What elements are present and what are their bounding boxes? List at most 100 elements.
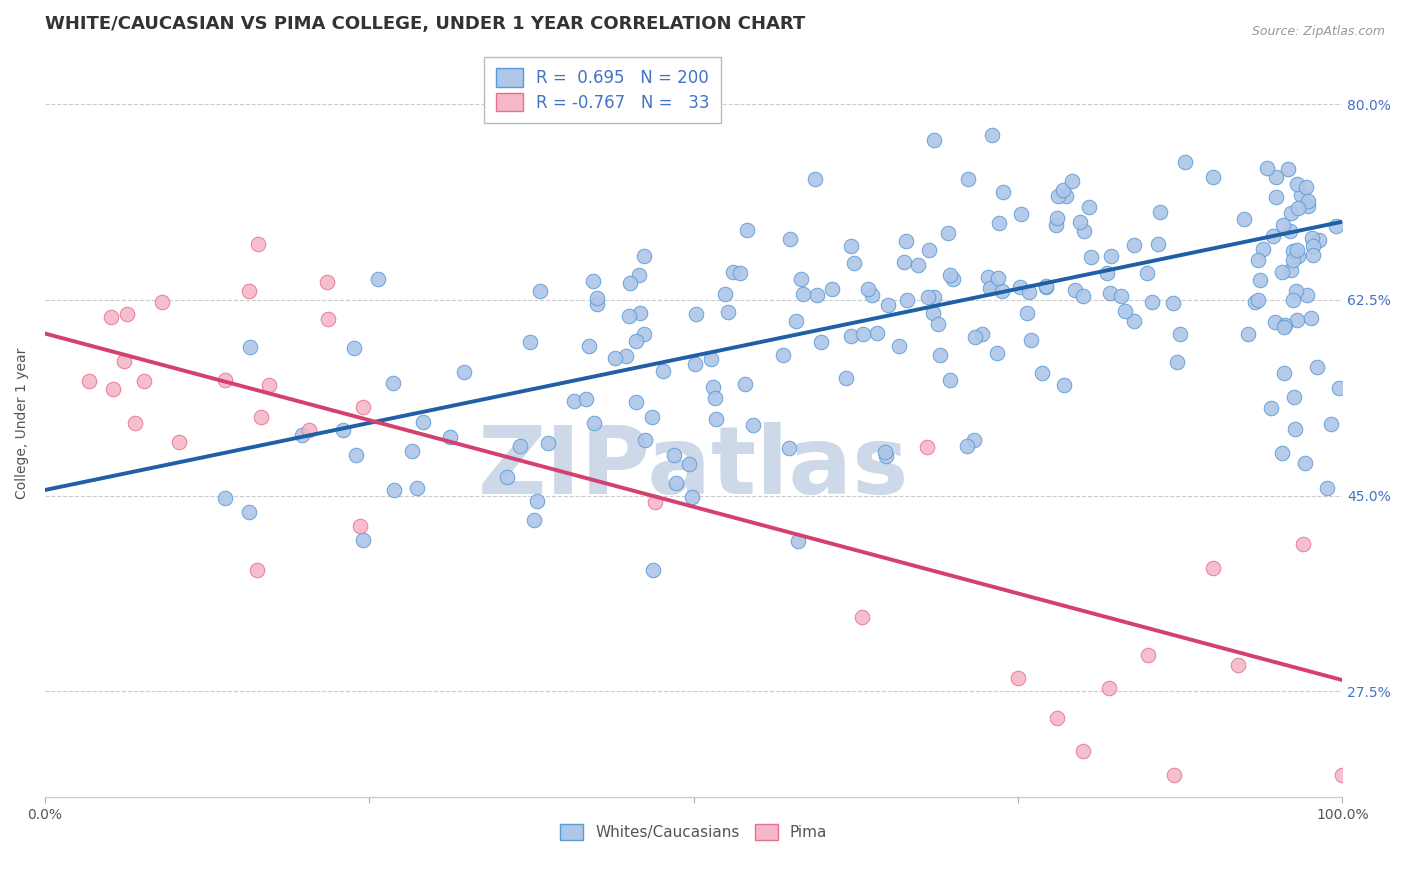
Point bbox=[298, 423, 321, 437]
Point bbox=[586, 291, 609, 305]
Point bbox=[1035, 280, 1057, 294]
Point bbox=[1263, 229, 1285, 244]
Point bbox=[496, 470, 519, 484]
Point bbox=[1324, 219, 1347, 233]
Point bbox=[536, 435, 558, 450]
Point bbox=[132, 374, 155, 388]
Point bbox=[150, 294, 173, 309]
Text: Source: ZipAtlas.com: Source: ZipAtlas.com bbox=[1251, 25, 1385, 38]
Point bbox=[1329, 381, 1351, 395]
Point bbox=[1007, 671, 1029, 685]
Point bbox=[238, 285, 260, 299]
Point bbox=[1285, 177, 1308, 191]
Point bbox=[523, 513, 546, 527]
Point bbox=[723, 265, 745, 279]
Point bbox=[735, 223, 758, 237]
Point bbox=[582, 274, 605, 288]
Point bbox=[1282, 390, 1305, 404]
Point bbox=[246, 237, 269, 252]
Point bbox=[981, 279, 1004, 293]
Point bbox=[257, 378, 280, 392]
Point bbox=[1299, 310, 1322, 325]
Point bbox=[101, 382, 124, 396]
Point bbox=[633, 326, 655, 341]
Point bbox=[1292, 537, 1315, 551]
Point bbox=[1320, 417, 1343, 431]
Point bbox=[986, 346, 1008, 360]
Point bbox=[896, 234, 918, 248]
Point bbox=[922, 133, 945, 147]
Point bbox=[1296, 194, 1319, 208]
Point bbox=[1305, 360, 1327, 375]
Point bbox=[1251, 242, 1274, 256]
Point bbox=[1142, 294, 1164, 309]
Point bbox=[1078, 200, 1101, 214]
Point bbox=[957, 171, 980, 186]
Point bbox=[681, 491, 703, 505]
Point bbox=[734, 377, 756, 392]
Point bbox=[100, 310, 122, 324]
Point bbox=[1045, 211, 1067, 226]
Point bbox=[717, 305, 740, 319]
Point bbox=[1291, 188, 1313, 202]
Point bbox=[1099, 249, 1122, 263]
Point bbox=[834, 371, 856, 385]
Point bbox=[1136, 648, 1159, 662]
Point bbox=[1166, 355, 1188, 369]
Point bbox=[1010, 280, 1032, 294]
Point bbox=[1284, 422, 1306, 436]
Point bbox=[1233, 212, 1256, 227]
Point bbox=[772, 348, 794, 362]
Point bbox=[1019, 333, 1042, 347]
Point bbox=[1122, 238, 1144, 252]
Point bbox=[453, 365, 475, 379]
Point bbox=[1247, 293, 1270, 308]
Point bbox=[239, 340, 262, 354]
Point bbox=[918, 243, 941, 257]
Point bbox=[169, 434, 191, 449]
Point bbox=[77, 374, 100, 388]
Point bbox=[1256, 161, 1278, 176]
Point bbox=[344, 448, 367, 462]
Point bbox=[1069, 215, 1091, 229]
Point bbox=[778, 441, 800, 455]
Point bbox=[1296, 288, 1319, 302]
Point bbox=[792, 286, 814, 301]
Text: ZIPatlas: ZIPatlas bbox=[478, 422, 910, 514]
Point bbox=[1098, 681, 1121, 695]
Point bbox=[970, 326, 993, 341]
Point bbox=[352, 533, 374, 547]
Point bbox=[1149, 205, 1171, 219]
Point bbox=[1316, 481, 1339, 495]
Point bbox=[1281, 252, 1303, 267]
Point bbox=[742, 418, 765, 433]
Point bbox=[936, 226, 959, 240]
Point bbox=[316, 311, 339, 326]
Point bbox=[628, 306, 651, 320]
Point bbox=[349, 518, 371, 533]
Point bbox=[1202, 169, 1225, 184]
Point bbox=[626, 395, 648, 409]
Point bbox=[1147, 237, 1170, 252]
Point bbox=[1031, 366, 1053, 380]
Point bbox=[875, 450, 897, 464]
Point bbox=[605, 351, 627, 365]
Point bbox=[1035, 279, 1057, 293]
Point bbox=[1045, 218, 1067, 232]
Point bbox=[651, 364, 673, 378]
Point bbox=[644, 495, 666, 509]
Point bbox=[1174, 154, 1197, 169]
Point bbox=[860, 288, 883, 302]
Point bbox=[1331, 768, 1354, 782]
Point bbox=[1073, 224, 1095, 238]
Point bbox=[1265, 169, 1288, 184]
Point bbox=[779, 232, 801, 246]
Point bbox=[1271, 446, 1294, 460]
Point bbox=[405, 481, 427, 495]
Point bbox=[641, 409, 664, 424]
Point bbox=[1277, 161, 1299, 176]
Point bbox=[401, 444, 423, 458]
Point bbox=[1282, 293, 1305, 307]
Point bbox=[665, 476, 688, 491]
Point bbox=[343, 341, 366, 355]
